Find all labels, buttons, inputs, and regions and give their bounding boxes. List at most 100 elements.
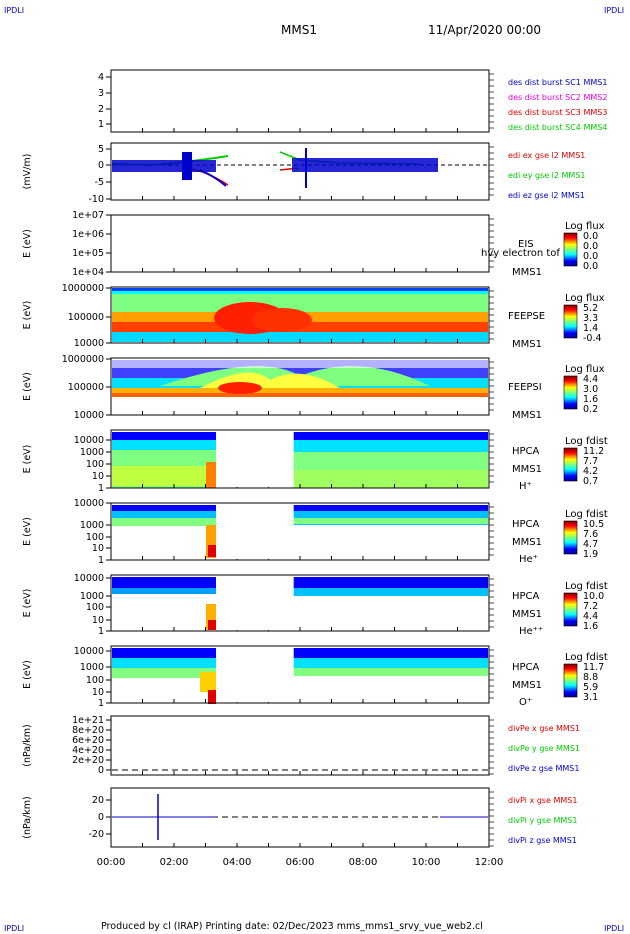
instrument-label: O⁺ xyxy=(519,697,532,708)
y-tick-label: 1 xyxy=(98,626,104,637)
colorbar-tick-label: 7.6 xyxy=(583,529,598,540)
y-tick-label: 1000 xyxy=(80,662,104,673)
y-axis-label: (mV/m) xyxy=(22,154,33,190)
panel-feepse: 1000000 100000 10000 E (eV) FEEPSE MMS1 Log fl… xyxy=(22,283,605,350)
data-gap xyxy=(218,647,294,702)
panel-burst: 4 3 2 1 des dist burst SC1 MMS1 des dist burs… xyxy=(98,69,607,133)
y-axis-label: E (eV) xyxy=(22,660,33,689)
colorbar-tick-label: 1.6 xyxy=(583,621,598,632)
y-tick-label: 20 xyxy=(92,795,104,806)
series-label: des dist burst SC3 MMS3 xyxy=(508,108,607,117)
footer-text: Produced by cl (IRAP) Printing date: 02/… xyxy=(101,921,483,932)
colorbar xyxy=(563,232,578,267)
y-tick-label: -20 xyxy=(88,829,104,840)
time-tick-label: 10:00 xyxy=(412,857,441,868)
colorbar-tick-label: 7.2 xyxy=(583,601,598,612)
panel-frame xyxy=(110,214,490,273)
y-tick-label: 1e+21 xyxy=(72,715,104,726)
colorbar xyxy=(563,375,578,410)
colorbar-title: Log fdist xyxy=(565,436,608,447)
y-tick-label: 5 xyxy=(98,144,104,155)
y-tick-label: -10 xyxy=(88,194,104,205)
y-tick-label: 0 xyxy=(98,765,104,776)
colorbar-tick-label: 0.7 xyxy=(583,476,598,487)
y-tick-label: 1000000 xyxy=(62,283,104,294)
hpca-o-spectrogram xyxy=(112,648,488,704)
series-label: des dist burst SC1 MMS1 xyxy=(508,78,607,87)
corner-tag-top-left: IPDLI xyxy=(4,6,24,15)
instrument-label: HPCA xyxy=(512,591,540,602)
y-tick-label: 10000 xyxy=(74,338,104,349)
panel-divpi: 20 0 -20 (nPa/km) divPi x gse MMS1 divPi y gs… xyxy=(22,787,577,848)
y-tick-label: 10 xyxy=(92,615,104,626)
y-axis-label: E (eV) xyxy=(22,517,33,546)
y-tick-label: 4 xyxy=(98,72,104,83)
y-tick-label: 10000 xyxy=(74,646,104,657)
colorbar xyxy=(563,592,578,627)
colorbar-tick-label: -0.4 xyxy=(583,333,602,344)
colorbar-title: Log flux xyxy=(565,293,605,304)
instrument-label: FEEPSI xyxy=(508,382,542,393)
instrument-label: EIS xyxy=(518,239,534,250)
colorbar xyxy=(563,520,578,555)
colorbar-tick-label: 4.7 xyxy=(583,539,598,550)
y-tick-label: 10000 xyxy=(74,573,104,584)
header-date: 11/Apr/2020 00:00 xyxy=(428,23,541,37)
y-tick-label: 100 xyxy=(86,602,104,613)
y-axis-label: E (eV) xyxy=(22,589,33,618)
edi-traces xyxy=(111,148,488,188)
y-tick-label: 4e+20 xyxy=(72,745,104,756)
y-tick-label: 1e+04 xyxy=(72,267,104,278)
y-tick-label: -5 xyxy=(95,177,104,188)
instrument-label: He⁺ xyxy=(519,554,538,565)
y-tick-label: 0 xyxy=(98,812,104,823)
y-tick-label: 1e+06 xyxy=(72,229,104,240)
y-tick-label: 1000000 xyxy=(62,354,104,365)
y-tick-label: 1000 xyxy=(80,591,104,602)
panel-eis: 1e+07 1e+06 1e+05 1e+04 E (eV) EIS MMS1 hvy ele… xyxy=(22,210,605,278)
y-tick-label: 1 xyxy=(98,698,104,709)
colorbar xyxy=(563,304,578,339)
instrument-label: MMS1 xyxy=(512,410,542,421)
y-tick-label: 1 xyxy=(98,119,104,130)
corner-tag-bottom-left: IPDLI xyxy=(4,924,24,933)
y-tick-label: 1e+05 xyxy=(72,248,104,259)
y-tick-label: 0 xyxy=(98,160,104,171)
time-tick-label: 12:00 xyxy=(475,857,504,868)
divpi-traces xyxy=(112,794,488,840)
series-label: divPe y gse MMS1 xyxy=(508,744,580,753)
instrument-label: HPCA xyxy=(512,446,540,457)
instrument-label: HPCA xyxy=(512,662,540,673)
colorbar-title: Log flux xyxy=(565,221,605,232)
y-tick-label: 6e+20 xyxy=(72,735,104,746)
series-label: divPi z gse MMS1 xyxy=(508,836,577,845)
y-tick-label: 8e+20 xyxy=(72,725,104,736)
series-label: divPi x gse MMS1 xyxy=(508,796,577,805)
instrument-label: He⁺⁺ xyxy=(519,626,543,637)
colorbar-tick-label: 4.4 xyxy=(583,611,598,622)
y-tick-label: 1000 xyxy=(80,447,104,458)
header-spacecraft: MMS1 xyxy=(281,23,317,37)
series-label: edi ez gse l2 MMS1 xyxy=(508,191,585,200)
panel-frame xyxy=(110,69,490,133)
corner-tag-top-right: IPDLI xyxy=(604,6,624,15)
colorbar-tick-label: 10.5 xyxy=(583,519,604,530)
feepsi-spectrogram xyxy=(112,360,488,397)
instrument-label: H⁺ xyxy=(519,481,532,492)
overlay-label: hvy electron tof xyxy=(481,248,560,259)
data-gap xyxy=(218,576,294,630)
y-tick-label: 1 xyxy=(98,555,104,566)
instrument-label: MMS1 xyxy=(512,609,542,620)
panel-feepsi: 1000000 100000 10000 E (eV) FEEPSI MMS1 Log fl… xyxy=(22,354,605,421)
colorbar-tick-label: 10.0 xyxy=(583,591,604,602)
colorbar-title: Log fdist xyxy=(565,581,608,592)
series-label: divPe z gse MMS1 xyxy=(508,764,579,773)
y-tick-label: 3 xyxy=(98,88,104,99)
colorbar-tick-label: 0.0 xyxy=(583,241,598,252)
panel-frame xyxy=(110,715,490,776)
hpca-he-spectrogram xyxy=(112,505,488,558)
